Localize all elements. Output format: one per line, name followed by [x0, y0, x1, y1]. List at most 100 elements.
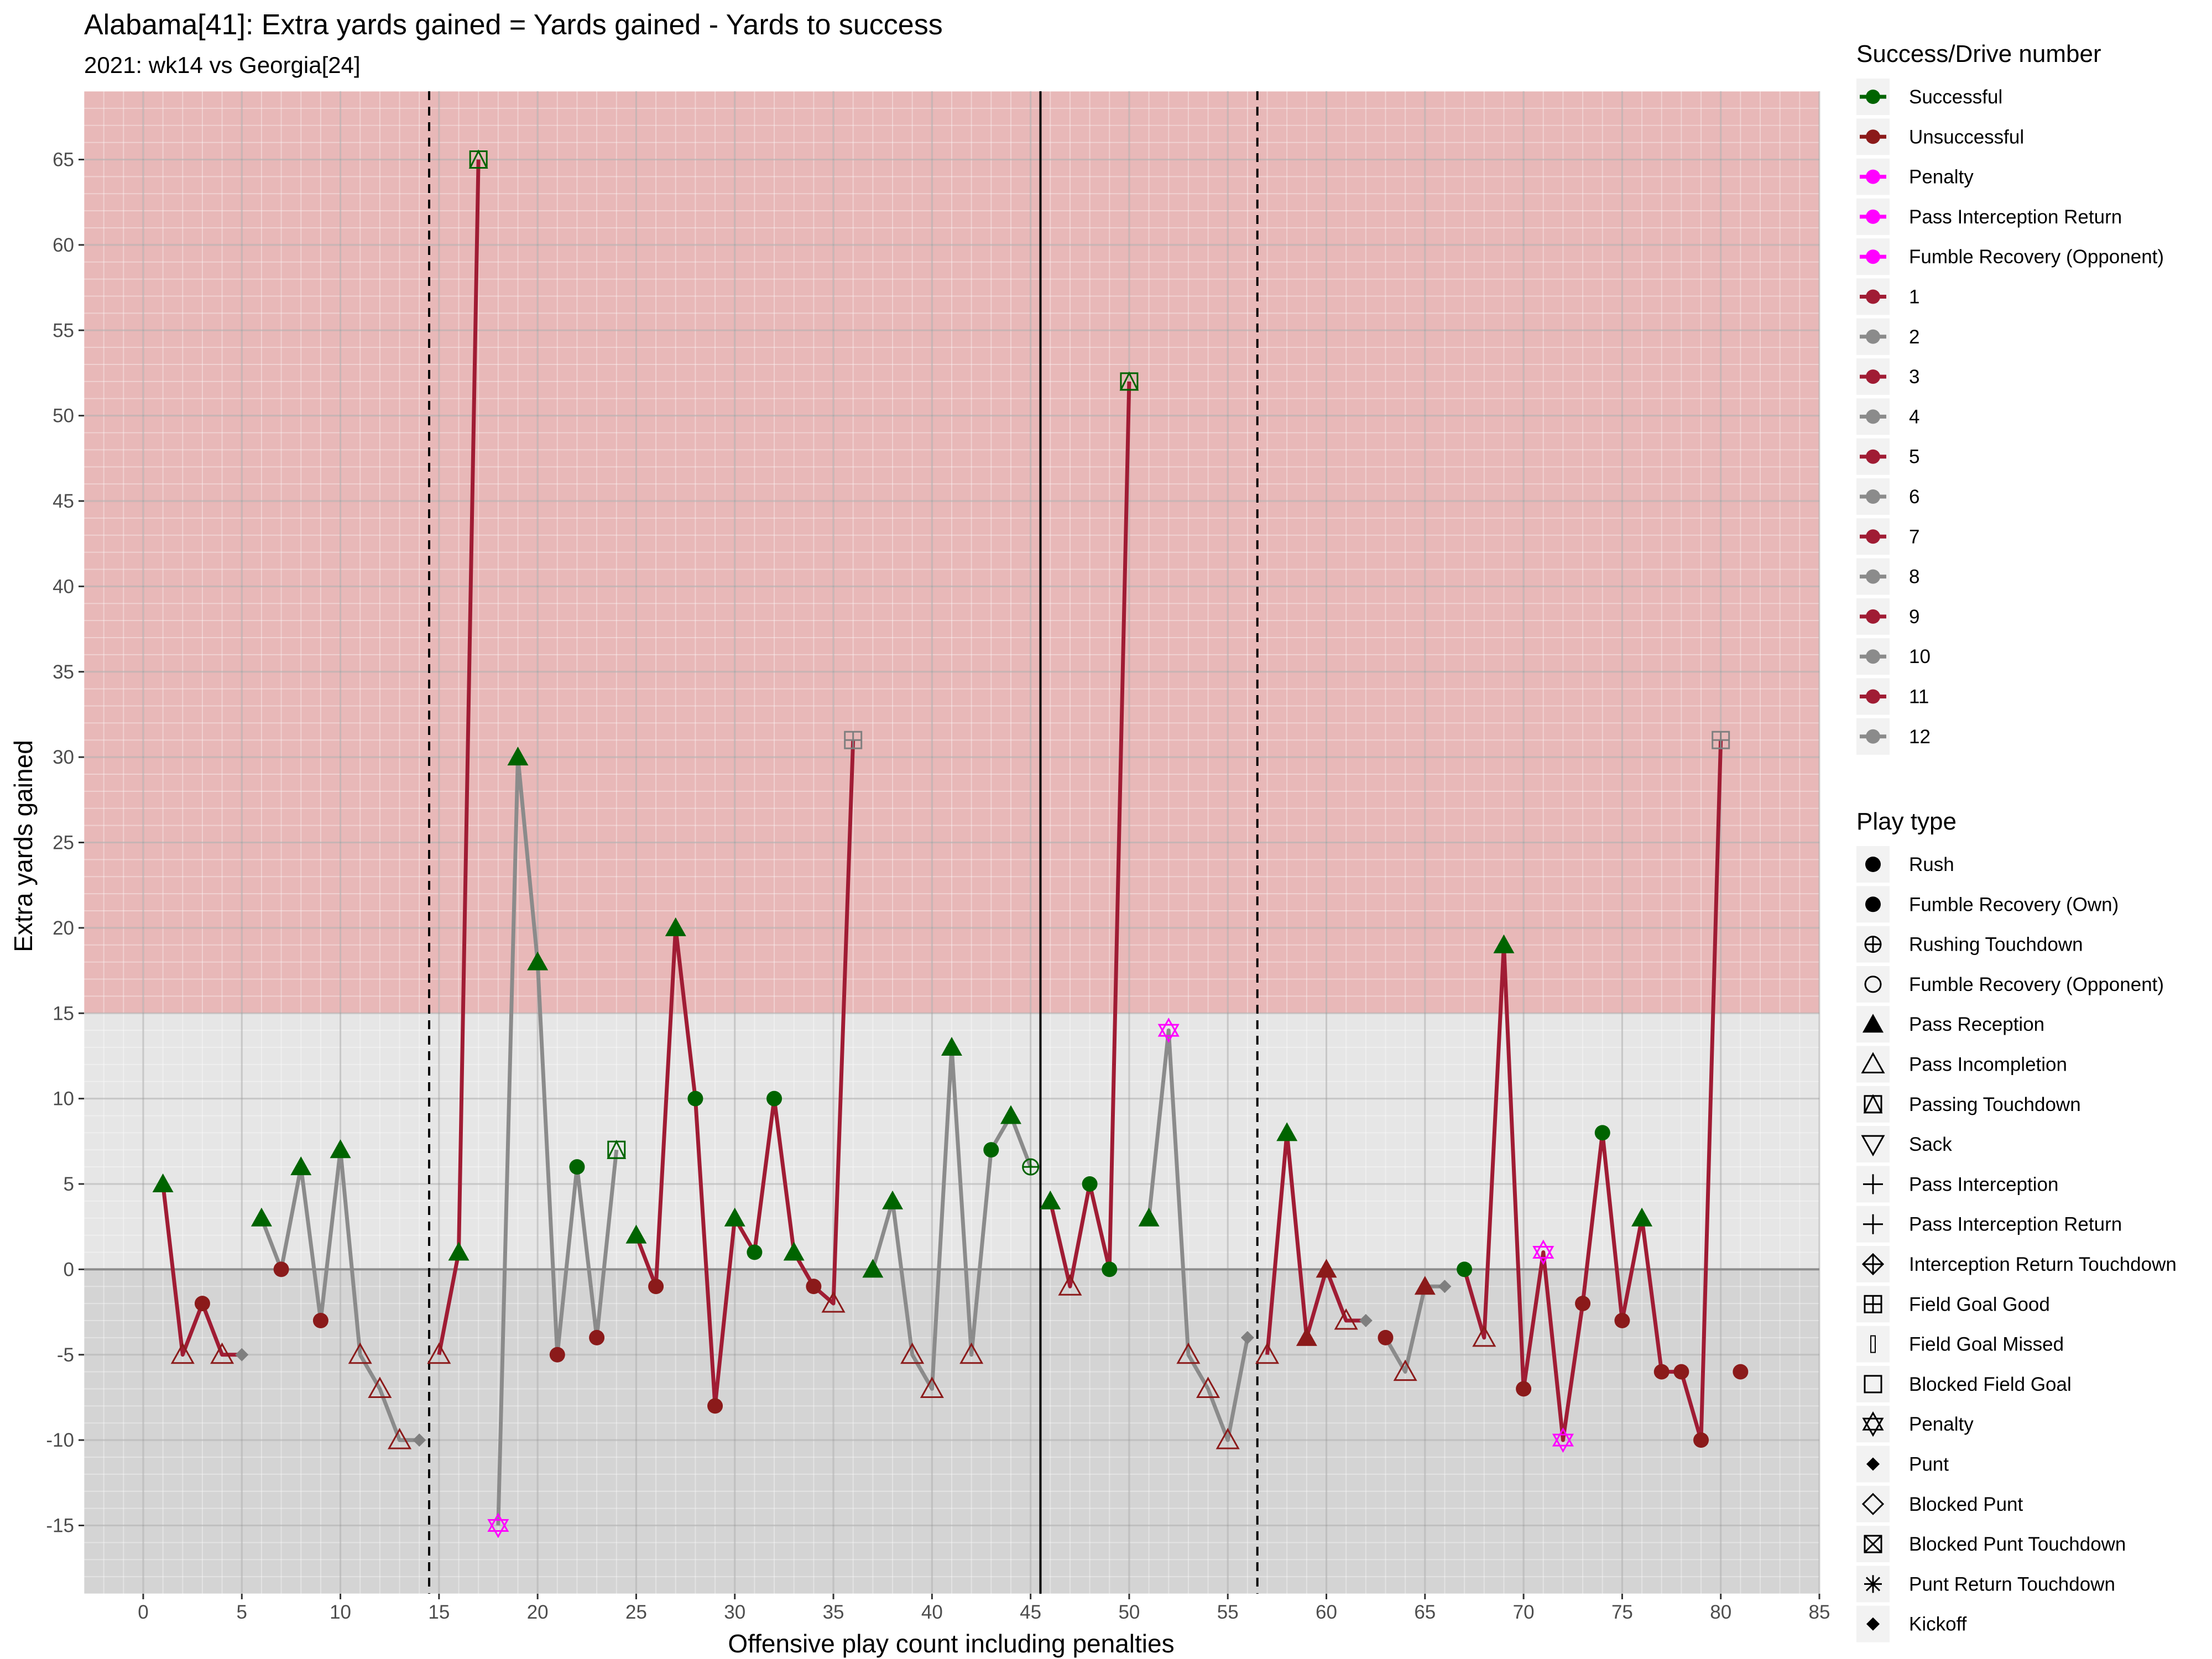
data-point	[235, 1348, 249, 1361]
data-point	[1296, 1327, 1317, 1346]
grid-lines	[84, 91, 1820, 1594]
data-point	[152, 1173, 174, 1192]
data-point	[1196, 1376, 1220, 1398]
series	[152, 149, 1749, 1538]
data-point	[1493, 934, 1515, 953]
data-point	[549, 1347, 565, 1363]
legend-key-shape	[1864, 936, 1882, 953]
legend-success-drive: Success/Drive number Successful Unsuccess…	[1856, 40, 2164, 755]
x-tick-label: 70	[1513, 1601, 1535, 1623]
legend-success-label: 11	[1909, 686, 1929, 708]
x-axis-title: Offensive play count including penalties	[728, 1629, 1174, 1658]
y-tick-label: -15	[46, 1515, 74, 1537]
data-point	[1393, 1359, 1417, 1381]
y-tick-label: 10	[53, 1088, 74, 1110]
legend-success-label: 4	[1909, 406, 1919, 427]
legend-success-label: 5	[1909, 446, 1919, 468]
x-tick-label: 30	[724, 1601, 745, 1623]
legend-success-label: 3	[1909, 366, 1919, 388]
legend-key-shape	[1864, 1375, 1882, 1394]
data-point	[1438, 1280, 1452, 1293]
plot-area: 0 5 10 15 20 25 30 35 40 45 50 55 60 65 70 75 80 85-15-10…	[46, 91, 1830, 1623]
legend-key-bg	[1856, 1126, 1890, 1163]
y-tick-label: 20	[53, 917, 74, 939]
legend-play-title: Play type	[1856, 808, 1957, 835]
x-tick-label: 0	[138, 1601, 148, 1623]
legend-key-dot	[1866, 569, 1880, 584]
legend-success-label: 8	[1909, 566, 1919, 588]
data-point	[387, 1428, 412, 1449]
data-point	[1693, 1432, 1709, 1448]
background-band	[84, 1269, 1819, 1594]
legend-success-label: Unsuccessful	[1909, 126, 2024, 148]
data-point	[900, 1342, 925, 1364]
data-point	[1575, 1296, 1591, 1312]
data-point	[1614, 1313, 1630, 1328]
legend-key-bg	[1856, 1406, 1890, 1443]
data-point	[844, 731, 863, 749]
background-band	[84, 91, 1819, 1014]
legend-play-label: Rushing Touchdown	[1909, 934, 2083, 956]
data-point	[368, 1376, 392, 1398]
data-point	[589, 1329, 605, 1345]
drive-line	[1265, 1130, 1366, 1355]
data-point	[1000, 1105, 1021, 1124]
data-point	[1673, 1364, 1689, 1380]
x-tick-label: 60	[1316, 1601, 1337, 1623]
data-point	[1457, 1261, 1473, 1277]
data-point	[312, 1313, 328, 1328]
data-point	[747, 1244, 763, 1260]
data-point	[1631, 1207, 1653, 1227]
x-tick-label: 50	[1118, 1601, 1140, 1623]
legend-play-label: Passing Touchdown	[1909, 1094, 2081, 1115]
data-point	[487, 1512, 509, 1538]
data-point	[766, 1091, 782, 1107]
data-point	[194, 1296, 210, 1312]
legend-play-label: Fumble Recovery (Own)	[1909, 894, 2119, 915]
data-point	[290, 1156, 312, 1176]
legend-play-label: Blocked Field Goal	[1909, 1374, 2072, 1395]
data-point	[983, 1142, 999, 1158]
legend-success-title: Success/Drive number	[1856, 40, 2101, 67]
legend-key-dot	[1866, 649, 1880, 664]
legend-play-label: Fumble Recovery (Opponent)	[1909, 974, 2164, 995]
data-point	[427, 1342, 451, 1364]
legend-success-label: Pass Interception Return	[1909, 206, 2122, 228]
legend-success-label: 10	[1909, 646, 1931, 667]
data-point	[1082, 1176, 1098, 1192]
legend-key-bg	[1856, 1485, 1890, 1522]
legend-key-dot	[1866, 289, 1880, 304]
x-tick-label: 80	[1710, 1601, 1731, 1623]
data-point	[862, 1259, 884, 1278]
data-point	[1316, 1259, 1337, 1278]
axes: 0 5 10 15 20 25 30 35 40 45 50 55 60 65 70 75 80 85-15-10…	[46, 149, 1830, 1624]
data-point	[1552, 1427, 1574, 1453]
x-tick-label: 75	[1611, 1601, 1633, 1623]
legend-key-shape	[1862, 1411, 1884, 1437]
data-point	[210, 1342, 234, 1364]
y-tick-label: 45	[53, 491, 74, 512]
legend-key-bg	[1856, 1326, 1890, 1363]
y-tick-label: 65	[53, 149, 74, 171]
y-tick-label: 60	[53, 234, 74, 256]
data-point	[413, 1433, 426, 1447]
data-point	[1255, 1342, 1280, 1364]
y-tick-label: 25	[53, 832, 74, 854]
legend-key-dot	[1866, 329, 1880, 344]
data-point	[724, 1207, 745, 1227]
data-point	[273, 1261, 289, 1277]
y-axis-title: Extra yards gained	[9, 740, 38, 952]
data-point	[170, 1342, 195, 1364]
legend-success-label: 7	[1909, 526, 1919, 547]
legend-key-shape	[1863, 1094, 1883, 1114]
legend-play-label: Sack	[1909, 1134, 1952, 1155]
drive-line	[1147, 1028, 1250, 1442]
data-point	[607, 1139, 627, 1159]
x-tick-label: 25	[625, 1601, 647, 1623]
legend-key-shape	[1866, 1617, 1880, 1631]
legend-key-dot	[1866, 729, 1880, 744]
data-point	[569, 1159, 585, 1175]
legend-key-bg	[1856, 1046, 1890, 1083]
y-tick-label: 0	[64, 1259, 74, 1280]
